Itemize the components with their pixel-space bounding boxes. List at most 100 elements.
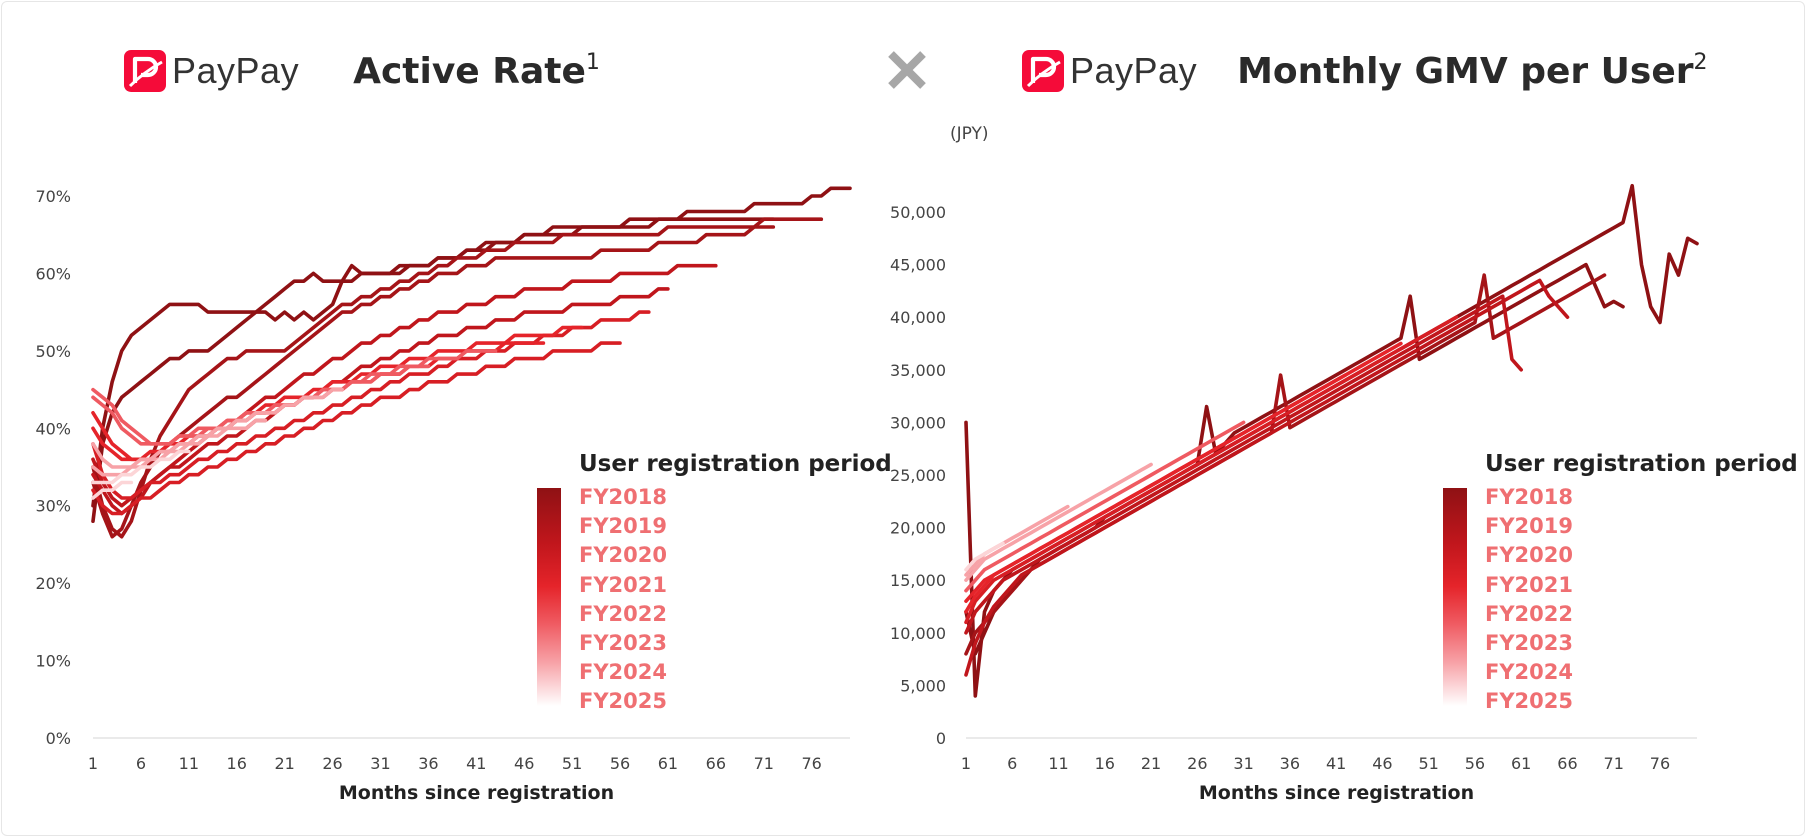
series-line	[91, 310, 651, 500]
series-line	[91, 217, 776, 523]
legend-item: FY2025	[1485, 689, 1573, 714]
y-tick-label: 35,000	[890, 361, 946, 380]
x-tick-label: 71	[1604, 754, 1624, 773]
left-legend-items: FY2018 FY2019 FY2020 FY2021 FY2022 FY202…	[579, 483, 667, 717]
legend-item: FY2023	[579, 630, 667, 655]
y-tick-label: 50,000	[890, 203, 946, 222]
x-tick-label: 11	[1048, 754, 1068, 773]
active-rate-footnote-mark: 1	[585, 50, 600, 75]
series-line	[91, 325, 584, 462]
paypay-logo-left: PayPay	[124, 50, 299, 92]
series-line	[964, 541, 1005, 572]
x-tick-label: 26	[322, 754, 342, 773]
legend-item: FY2020	[1485, 543, 1573, 568]
legend-item: FY2018	[579, 485, 667, 509]
x-tick-label: 66	[706, 754, 726, 773]
series-line	[91, 341, 622, 516]
x-tick-label: 41	[466, 754, 486, 773]
x-tick-label: 76	[1650, 754, 1670, 773]
left-legend: User registration period	[579, 451, 892, 477]
right-legend: User registration period	[1485, 451, 1798, 477]
legend-item: FY2019	[1485, 514, 1573, 539]
series-line	[91, 287, 670, 508]
gmv-footnote-mark: 2	[1693, 50, 1708, 75]
legend-item: FY2021	[1485, 572, 1573, 597]
legend-item: FY2020	[579, 543, 667, 568]
active-rate-title-text: Active Rate	[353, 51, 586, 92]
x-tick-label: 16	[1095, 754, 1115, 773]
x-tick-label: 11	[179, 754, 199, 773]
gmv-title-text: Monthly GMV per User	[1237, 51, 1694, 92]
series-line	[964, 462, 1153, 582]
series-line	[91, 225, 776, 539]
y-tick-label: 10%	[35, 652, 71, 671]
y-tick-label: 40,000	[890, 308, 946, 327]
legend-item: FY2019	[579, 514, 667, 539]
legend-item: FY2023	[1485, 630, 1573, 655]
y-tick-label: 15,000	[890, 571, 946, 590]
y-tick-label: 0%	[46, 729, 71, 748]
y-tick-label: 5,000	[900, 676, 946, 695]
right-legend-items: FY2018 FY2019 FY2020 FY2021 FY2022 FY202…	[1485, 483, 1573, 717]
legend-title: User registration period	[579, 451, 892, 477]
series-line	[91, 387, 344, 469]
active-rate-title: Active Rate1	[353, 50, 600, 92]
x-tick-label: 71	[754, 754, 774, 773]
x-tick-label: 76	[801, 754, 821, 773]
y-tick-label: 45,000	[890, 256, 946, 275]
y-tick-label: 30%	[35, 497, 71, 516]
paypay-logo-text: PayPay	[172, 50, 300, 91]
x-tick-label: 31	[1233, 754, 1253, 773]
y-tick-label: 40%	[35, 419, 71, 438]
series-line	[964, 420, 1246, 593]
x-tick-label: 46	[514, 754, 534, 773]
x-tick-label: 21	[1141, 754, 1161, 773]
legend-item: FY2024	[1485, 660, 1573, 685]
series-line	[91, 217, 824, 539]
legend-item: FY2022	[579, 601, 667, 626]
series-line	[964, 315, 1459, 625]
series-line	[91, 480, 134, 500]
legend-color-gradient	[1443, 488, 1467, 706]
legend-item: FY2025	[579, 689, 667, 714]
x-tick-label: 6	[136, 754, 146, 773]
left-panel-header: PayPay Active Rate1	[124, 50, 600, 92]
y-tick-label: 30,000	[890, 413, 946, 432]
series-line	[964, 278, 1570, 677]
x-tick-label: 36	[418, 754, 438, 773]
x-tick-label: 66	[1557, 754, 1577, 773]
series-line	[964, 373, 1348, 603]
x-axis-title: Months since registration	[339, 782, 614, 804]
x-tick-label: 1	[88, 754, 98, 773]
y-tick-label: 70%	[35, 187, 71, 206]
legend-item: FY2021	[579, 572, 667, 597]
x-tick-label: 26	[1187, 754, 1207, 773]
series-line	[964, 294, 1523, 635]
legend-color-gradient	[537, 488, 561, 706]
x-tick-label: 36	[1280, 754, 1300, 773]
legend-title: User registration period	[1485, 451, 1798, 477]
x-tick-label: 41	[1326, 754, 1346, 773]
y-tick-label: 50%	[35, 342, 71, 361]
x-tick-label: 56	[1465, 754, 1485, 773]
x-tick-label: 1	[961, 754, 971, 773]
legend-item: FY2022	[1485, 601, 1573, 626]
paypay-logo-mark-icon	[124, 50, 166, 92]
x-tick-label: 46	[1372, 754, 1392, 773]
y-tick-label: 25,000	[890, 466, 946, 485]
x-tick-label: 61	[658, 754, 678, 773]
y-tick-label: 0	[936, 729, 946, 748]
x-tick-label: 16	[227, 754, 247, 773]
x-axis-title: Months since registration	[1199, 782, 1474, 804]
y-tick-label: 20,000	[890, 519, 946, 538]
times-separator-icon: ×	[885, 48, 929, 92]
paypay-logo-text: PayPay	[1070, 50, 1198, 91]
x-tick-label: 56	[610, 754, 630, 773]
paypay-logo-right: PayPay	[1022, 50, 1197, 92]
series-line	[964, 183, 1699, 698]
x-tick-label: 51	[562, 754, 582, 773]
x-tick-label: 6	[1007, 754, 1017, 773]
